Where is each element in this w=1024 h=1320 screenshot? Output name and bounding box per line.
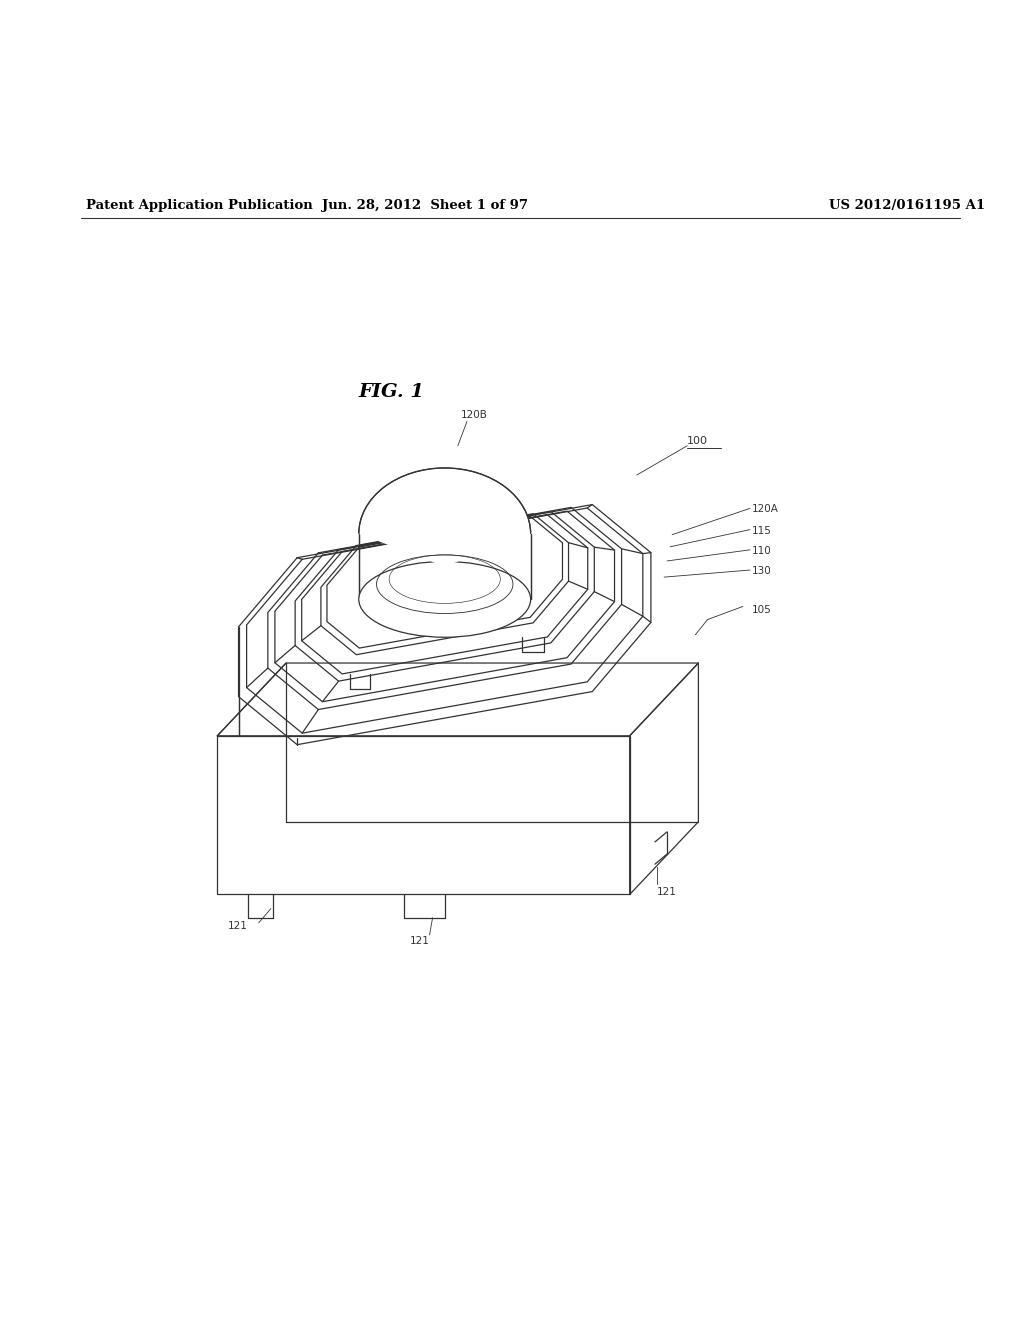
Text: 105: 105 xyxy=(752,606,772,615)
Text: 120A: 120A xyxy=(752,504,779,515)
Text: 120B: 120B xyxy=(461,411,487,420)
Text: 110: 110 xyxy=(752,546,772,556)
Text: Jun. 28, 2012  Sheet 1 of 97: Jun. 28, 2012 Sheet 1 of 97 xyxy=(322,199,527,213)
Text: 121: 121 xyxy=(410,936,429,946)
Text: Patent Application Publication: Patent Application Publication xyxy=(86,199,312,213)
Text: 130: 130 xyxy=(752,566,772,576)
Text: FIG. 1: FIG. 1 xyxy=(358,383,425,401)
Ellipse shape xyxy=(358,561,530,638)
Text: US 2012/0161195 A1: US 2012/0161195 A1 xyxy=(828,199,985,213)
Text: 100: 100 xyxy=(687,436,709,446)
Text: 121: 121 xyxy=(657,887,677,898)
Text: 115: 115 xyxy=(752,525,772,536)
Polygon shape xyxy=(358,469,530,599)
Text: 121: 121 xyxy=(227,921,247,931)
